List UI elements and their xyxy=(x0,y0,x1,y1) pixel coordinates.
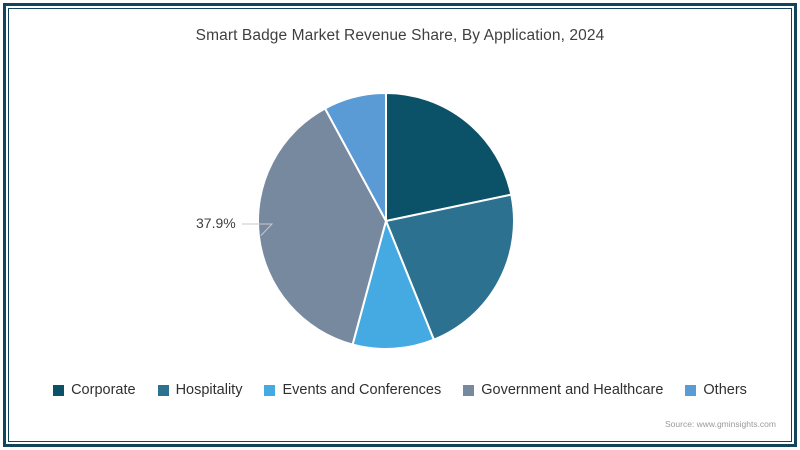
legend-item-events-and-conferences[interactable]: Events and Conferences xyxy=(264,383,441,398)
legend-item-label: Corporate xyxy=(71,382,136,398)
pie-slice-corporate[interactable] xyxy=(385,92,513,222)
chart-legend: Corporate Hospitality Events and Conferenc… xyxy=(0,383,800,398)
legend-item-government-and-healthcare[interactable]: Government and Healthcare xyxy=(463,383,663,398)
legend-swatch-icon xyxy=(264,384,276,396)
legend-swatch-icon xyxy=(463,384,475,396)
legend-item-corporate[interactable]: Corporate xyxy=(53,382,136,398)
legend-item-others[interactable]: Others xyxy=(685,383,747,398)
legend-item-label: Events and Conferences xyxy=(282,382,442,398)
pie-slice-group xyxy=(257,92,515,350)
legend-item-label: Others xyxy=(703,382,747,398)
legend-item-hospitality[interactable]: Hospitality xyxy=(157,382,243,398)
pie-slice-hospitality[interactable] xyxy=(385,193,515,341)
legend-item-label: Government and Healthcare xyxy=(481,382,664,398)
legend-item-label: Hospitality xyxy=(175,382,243,398)
legend-swatch-icon xyxy=(157,384,169,396)
slice-label-government-and-healthcare: 37.9% xyxy=(196,215,236,231)
legend-swatch-icon xyxy=(685,384,697,396)
pie-slice-others[interactable] xyxy=(324,92,387,222)
page-title: Smart Badge Market Revenue Share, By App… xyxy=(195,27,605,44)
pie-leader-line-group xyxy=(242,223,274,236)
pie-slice-government-and-healthcare[interactable] xyxy=(257,107,387,346)
leader-line-government-and-healthcare xyxy=(242,223,274,236)
source-text: Source: www.gminsights.com xyxy=(664,419,776,429)
pie-slice-events-and-conferences[interactable] xyxy=(351,220,435,350)
legend-swatch-icon xyxy=(53,384,65,396)
